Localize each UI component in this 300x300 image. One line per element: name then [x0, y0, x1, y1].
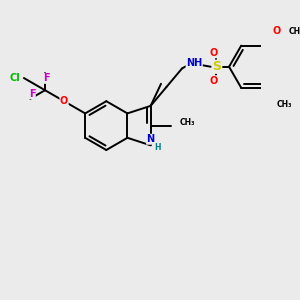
Text: O: O — [60, 96, 68, 106]
Text: O: O — [209, 76, 218, 86]
Text: O: O — [272, 26, 280, 36]
Text: CH₃: CH₃ — [288, 26, 300, 35]
Text: O: O — [209, 48, 218, 58]
Text: NH: NH — [186, 58, 202, 68]
Text: F: F — [29, 88, 35, 98]
Text: H: H — [154, 143, 161, 152]
Text: CH₃: CH₃ — [277, 100, 292, 109]
Text: Cl: Cl — [10, 73, 20, 83]
Text: S: S — [212, 60, 221, 73]
Text: CH₃: CH₃ — [180, 118, 196, 127]
Text: N: N — [147, 134, 155, 144]
Text: F: F — [44, 74, 50, 83]
